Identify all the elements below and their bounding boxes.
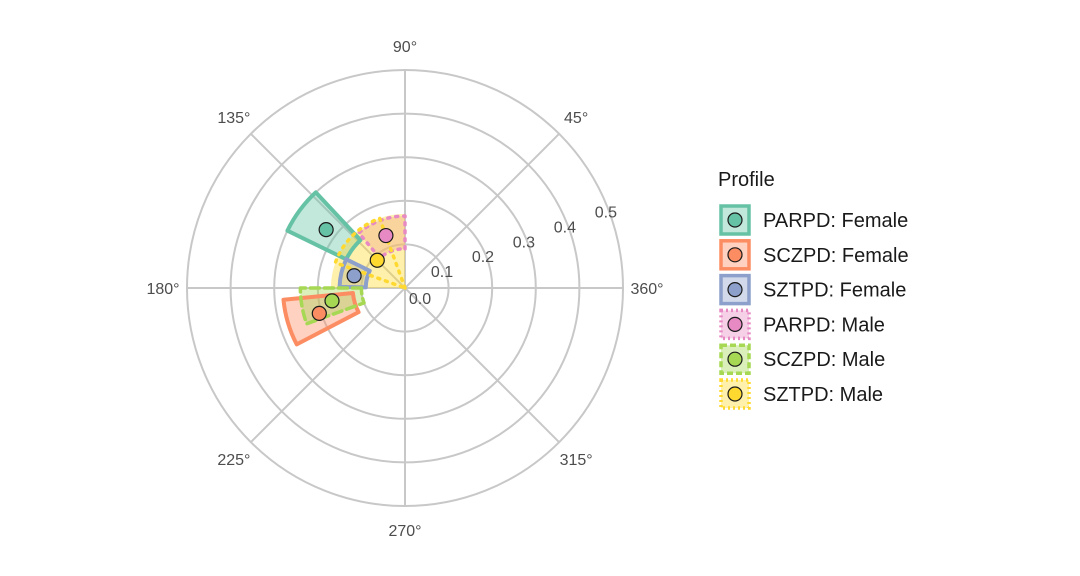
legend-label-sczpd-male: SCZPD: Male — [763, 349, 885, 371]
point-parpd-male — [378, 227, 394, 244]
angular-tick-labels: 90° 45° 360° 315° 270° 225° 180° 135° — [146, 39, 663, 540]
r-tick-label-3: 0.3 — [513, 234, 535, 251]
legend-label-sztpd-male: SZTPD: Male — [763, 384, 883, 406]
legend-marker-sztpd-male — [727, 386, 743, 402]
point-sczpd-female — [311, 305, 327, 321]
theta-tick-label-0: 90° — [393, 39, 417, 56]
theta-tick-label-2: 360° — [630, 281, 663, 298]
center-points — [311, 222, 394, 321]
sector-outlines — [281, 190, 407, 347]
point-parpd-female — [318, 222, 334, 238]
legend-marker-sztpd-female — [727, 282, 743, 298]
r-tick-label-5: 0.5 — [595, 204, 617, 221]
legend-item-sczpd-female: SCZPD: Female — [719, 239, 909, 271]
legend-marker-parpd-male — [727, 316, 743, 332]
sector-outline-sztpd-male — [333, 216, 407, 290]
sector-outline-sczpd-male — [298, 286, 366, 326]
theta-tick-label-5: 225° — [217, 452, 250, 469]
r-tick-label-4: 0.4 — [554, 219, 576, 236]
grid-spoke-1 — [404, 133, 560, 289]
theta-tick-label-4: 270° — [388, 523, 421, 540]
legend-title: Profile — [718, 169, 775, 191]
legend-label-parpd-female: PARPD: Female — [763, 210, 908, 232]
legend-item-sztpd-male: SZTPD: Male — [719, 378, 883, 410]
legend-label-sczpd-female: SCZPD: Female — [763, 245, 909, 267]
legend-item-parpd-male: PARPD: Male — [719, 308, 885, 341]
theta-tick-label-3: 315° — [560, 452, 593, 469]
legend-marker-sczpd-female — [727, 247, 743, 263]
legend-item-sztpd-female: SZTPD: Female — [719, 273, 906, 306]
radial-tick-labels: 0.00.1 0.2 0.3 0.4 0.5 — [409, 204, 617, 308]
legend-label-parpd-male: PARPD: Male — [763, 314, 885, 336]
point-sztpd-male — [369, 252, 385, 268]
grid-spoke-3 — [404, 287, 560, 443]
legend-item-parpd-female: PARPD: Female — [719, 204, 908, 236]
legend-item-sczpd-male: SCZPD: Male — [719, 343, 885, 375]
legend: Profile PARPD: Female SCZPD: Female SZTPD:… — [718, 169, 909, 410]
theta-tick-label-6: 180° — [146, 281, 179, 298]
legend-key-parpd-male — [719, 308, 751, 341]
point-sztpd-female — [346, 268, 362, 284]
r-tick-label-0: 0.0 — [409, 291, 431, 308]
theta-tick-label-7: 135° — [217, 110, 250, 127]
r-tick-label-1: 0.1 — [431, 264, 453, 281]
legend-marker-sczpd-male — [727, 351, 743, 367]
sector-outline-sczpd-female — [281, 291, 361, 347]
sector-outline-parpd-female — [285, 190, 363, 262]
legend-marker-parpd-female — [727, 212, 743, 228]
point-sczpd-male — [324, 293, 340, 309]
theta-tick-label-1: 45° — [564, 110, 588, 127]
grid-spoke-5 — [250, 287, 406, 443]
sector-outline-parpd-male — [357, 214, 407, 260]
legend-label-sztpd-female: SZTPD: Female — [763, 280, 906, 302]
r-tick-label-2: 0.2 — [472, 249, 494, 266]
